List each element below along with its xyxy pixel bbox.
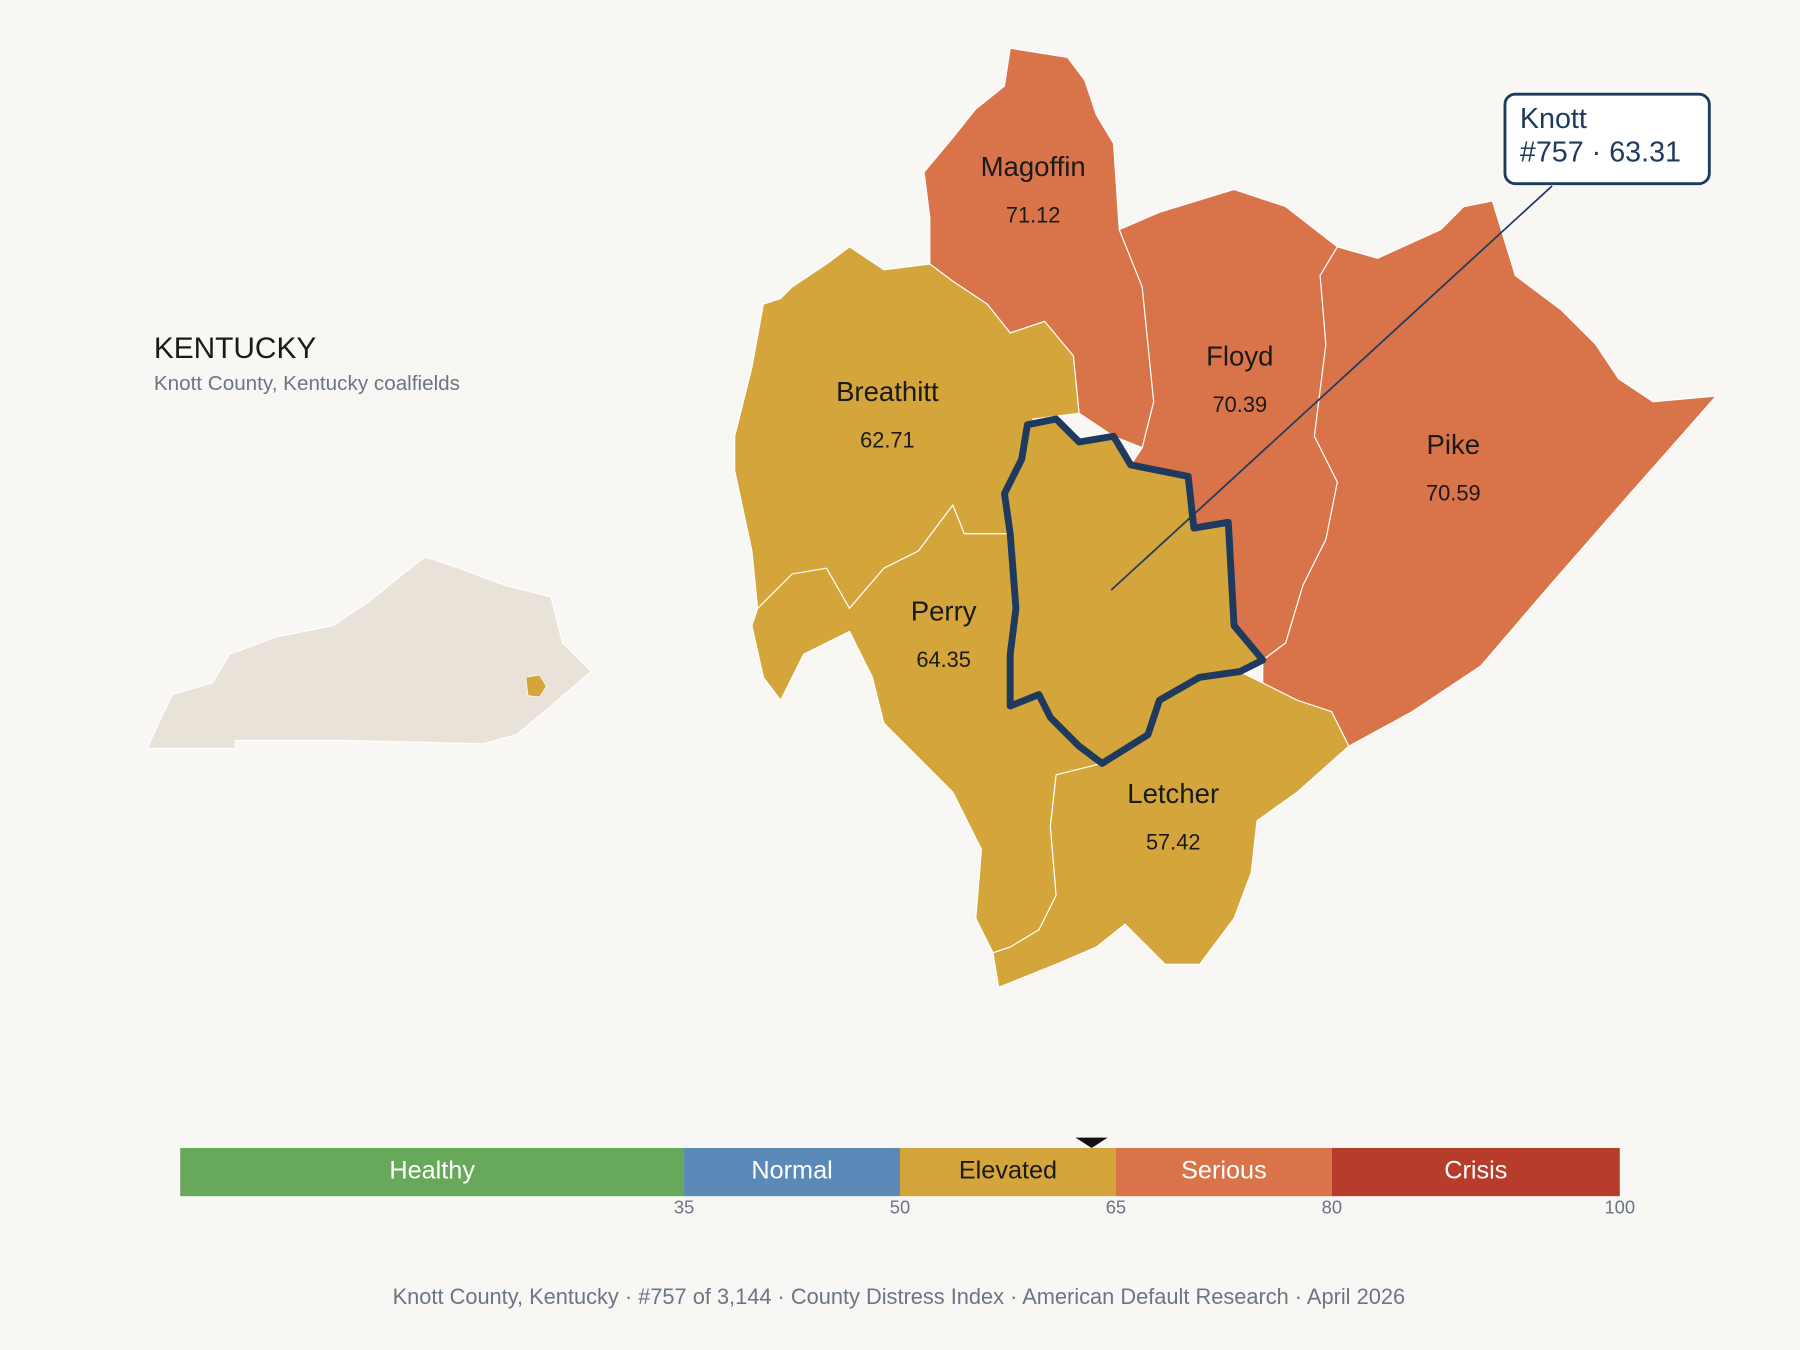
inset-focus-county bbox=[525, 674, 547, 698]
scale-band-label: Serious bbox=[1181, 1157, 1267, 1185]
county-name: Magoffin bbox=[981, 151, 1086, 182]
focus-county-shape bbox=[1001, 415, 1267, 767]
county-score: 71.12 bbox=[1006, 203, 1061, 228]
callout-leader bbox=[1110, 185, 1553, 591]
county-score: 62.71 bbox=[860, 428, 915, 453]
scale-tick-label: 100 bbox=[1604, 1197, 1635, 1218]
scale-band bbox=[900, 1147, 1116, 1197]
scale-tick-label: 65 bbox=[1106, 1197, 1126, 1218]
county-score: 70.59 bbox=[1426, 481, 1481, 506]
scale-band-label: Crisis bbox=[1444, 1157, 1507, 1185]
scale-tick-label: 50 bbox=[890, 1197, 910, 1218]
county-score: 70.39 bbox=[1213, 392, 1268, 417]
scale-tick-label: 80 bbox=[1322, 1197, 1342, 1218]
county-name: Pike bbox=[1427, 429, 1481, 460]
scale-band bbox=[684, 1147, 900, 1197]
county-name: Breathitt bbox=[836, 376, 939, 407]
county-name: Letcher bbox=[1127, 778, 1219, 809]
scale-tick-label: 35 bbox=[674, 1197, 694, 1218]
state-outline bbox=[146, 556, 593, 750]
scale-band-label: Healthy bbox=[389, 1157, 475, 1185]
county-name: Floyd bbox=[1206, 340, 1273, 371]
scale-band-label: Normal bbox=[751, 1157, 832, 1185]
region-title: KENTUCKY bbox=[154, 332, 317, 365]
county-layer bbox=[734, 47, 1718, 989]
footer: Knott County, Kentucky · #757 of 3,144 ·… bbox=[393, 1284, 1405, 1309]
county-shape bbox=[1262, 200, 1718, 747]
county-name: Perry bbox=[911, 595, 977, 626]
scale-band-label: Elevated bbox=[959, 1157, 1057, 1185]
scale-band bbox=[1331, 1147, 1620, 1197]
callout-detail: #757 · 63.31 bbox=[1520, 136, 1681, 168]
scale-band bbox=[1115, 1147, 1332, 1197]
region-subtitle: Knott County, Kentucky coalfields bbox=[154, 372, 460, 395]
callout-box bbox=[1503, 92, 1711, 186]
scale-band bbox=[180, 1147, 685, 1197]
state-inset bbox=[146, 556, 593, 750]
scale-marker bbox=[1075, 1137, 1108, 1148]
callout-name: Knott bbox=[1520, 103, 1587, 135]
county-score: 64.35 bbox=[916, 647, 971, 672]
county-score: 57.42 bbox=[1146, 830, 1201, 855]
